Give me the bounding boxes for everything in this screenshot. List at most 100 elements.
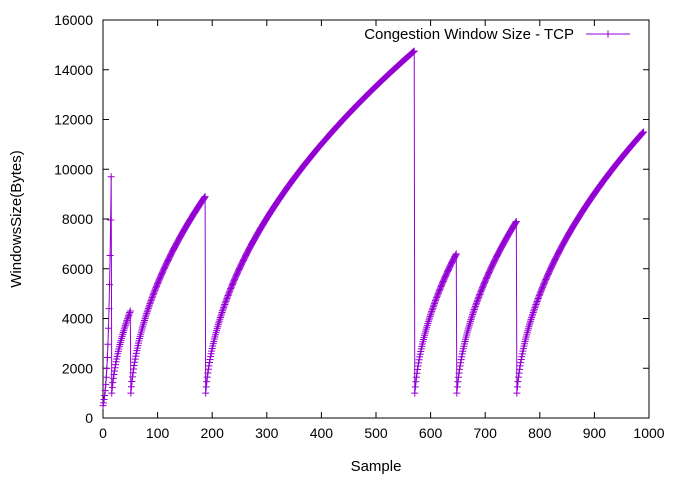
data-point-0-786 <box>528 312 536 320</box>
data-point-0-762 <box>515 369 523 377</box>
x-tick-label-3: 300 <box>255 425 279 441</box>
data-point-0-193 <box>204 365 212 373</box>
x-tick-label-6: 600 <box>419 425 443 441</box>
data-point-0-766 <box>517 356 525 364</box>
data-point-0-210 <box>214 323 222 331</box>
data-point-0-684 <box>472 299 480 307</box>
data-point-0-687 <box>474 295 482 303</box>
data-point-0-648 <box>453 389 461 397</box>
x-tick-label-1: 100 <box>146 425 170 441</box>
data-point-0-226 <box>222 296 230 304</box>
data-point-0-607 <box>430 300 438 308</box>
data-point-0-85 <box>145 301 153 309</box>
y-tick-label-5: 10000 <box>54 161 93 177</box>
data-point-0-688 <box>475 293 483 301</box>
data-point-0-600 <box>427 311 435 319</box>
data-point-0-52 <box>127 383 135 391</box>
data-point-0-20 <box>110 371 118 379</box>
data-point-0-761 <box>515 373 523 381</box>
data-point-0-576 <box>413 366 421 374</box>
data-point-0-192 <box>204 369 212 377</box>
data-point-0-44 <box>123 316 131 324</box>
data-point-0-57 <box>130 362 138 370</box>
series-markers-0 <box>99 47 648 410</box>
data-point-0-90 <box>148 294 156 302</box>
data-point-0-213 <box>215 317 223 325</box>
data-point-0-783 <box>527 317 535 325</box>
data-point-0-188 <box>202 389 210 397</box>
data-point-0-12 <box>106 281 114 289</box>
x-axis-label: Sample <box>351 458 402 475</box>
data-point-0-788 <box>529 309 537 317</box>
y-tick-label-7: 14000 <box>54 62 93 78</box>
data-point-0-594 <box>423 321 431 329</box>
data-point-0-191 <box>203 373 211 381</box>
data-point-0-683 <box>472 301 480 309</box>
data-point-0-674 <box>467 316 475 324</box>
data-point-0-757 <box>512 217 520 225</box>
data-point-0-797 <box>534 295 542 303</box>
data-point-0-225 <box>222 297 230 305</box>
data-point-0-599 <box>426 312 434 320</box>
data-point-0-190 <box>203 378 211 386</box>
data-point-0-217 <box>217 310 225 318</box>
data-point-0-677 <box>469 310 477 318</box>
x-tick-label-7: 700 <box>474 425 498 441</box>
data-point-0-1 <box>100 399 108 407</box>
data-point-0-7 <box>103 364 111 372</box>
y-tick-label-8: 16000 <box>54 12 93 28</box>
data-point-0-572 <box>411 383 419 391</box>
x-tick-label-2: 200 <box>201 425 225 441</box>
data-point-0-656 <box>457 356 465 364</box>
data-point-0-21 <box>110 367 118 375</box>
data-point-0-756 <box>512 218 520 226</box>
data-point-0-16 <box>108 389 116 397</box>
data-point-0-610 <box>432 295 440 303</box>
data-point-0-88 <box>147 297 155 305</box>
data-point-0-92 <box>149 291 157 299</box>
data-point-0-59 <box>131 355 139 363</box>
data-point-0-598 <box>426 314 434 322</box>
data-point-0-652 <box>455 369 463 377</box>
data-point-0-43 <box>122 318 130 326</box>
data-point-0-54 <box>128 373 136 381</box>
data-point-0-789 <box>530 307 538 315</box>
data-point-0-228 <box>223 293 231 301</box>
data-point-0-227 <box>223 294 231 302</box>
data-point-0-755 <box>511 219 519 227</box>
data-point-0-597 <box>425 316 433 324</box>
data-point-0-55 <box>129 369 137 377</box>
x-tick-label-5: 500 <box>364 425 388 441</box>
data-point-0-990 <box>640 128 648 136</box>
data-point-0-608 <box>431 298 439 306</box>
data-point-0-186 <box>201 193 209 201</box>
data-point-0-80 <box>143 309 151 317</box>
data-point-0-989 <box>639 129 647 137</box>
data-point-0-579 <box>415 356 423 364</box>
data-point-0-42 <box>122 320 130 328</box>
x-tick-label-9: 900 <box>583 425 607 441</box>
x-tick-label-4: 400 <box>310 425 334 441</box>
data-point-0-647 <box>452 250 460 258</box>
legend-label: Congestion Window Size - TCP <box>364 26 574 43</box>
data-point-0-578 <box>415 359 423 367</box>
data-point-0-670 <box>465 323 473 331</box>
data-point-0-10 <box>104 324 112 332</box>
data-point-0-764 <box>516 362 524 370</box>
data-point-0-47 <box>125 312 133 320</box>
data-point-0-796 <box>534 296 542 304</box>
data-point-0-603 <box>428 306 436 314</box>
data-point-0-680 <box>470 305 478 313</box>
data-point-0-22 <box>111 364 119 372</box>
data-point-0-654 <box>456 362 464 370</box>
plot-frame <box>102 19 650 419</box>
data-point-0-676 <box>468 312 476 320</box>
data-point-0-609 <box>432 297 440 305</box>
data-point-0-89 <box>148 295 156 303</box>
data-point-0-604 <box>429 304 437 312</box>
y-axis-label: WindowsSize(Bytes) <box>8 150 25 288</box>
data-point-0-196 <box>206 355 214 363</box>
data-point-0-673 <box>466 317 474 325</box>
data-point-0-593 <box>423 323 431 331</box>
